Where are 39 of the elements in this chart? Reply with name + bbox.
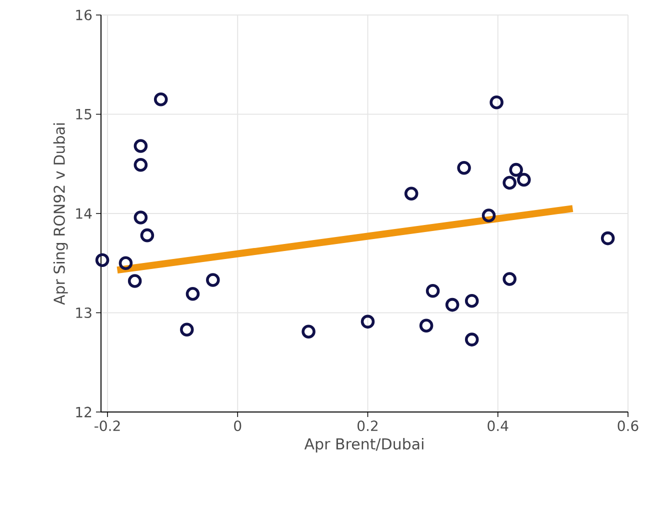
point — [134, 210, 148, 224]
y-tick-label: 14 — [76, 208, 92, 219]
point — [502, 176, 516, 190]
point — [490, 95, 504, 110]
x-axis-title: Apr Brent/Dubai — [304, 438, 424, 452]
y-tick-label: 13 — [76, 307, 92, 318]
point — [360, 314, 375, 329]
point — [419, 318, 434, 333]
y-tick-label: 16 — [76, 10, 92, 20]
point — [128, 274, 142, 288]
x-tick-label: 0.2 — [358, 420, 378, 432]
y-tick-label: 15 — [76, 109, 92, 120]
x-tick-label: -0.2 — [94, 420, 120, 432]
point — [502, 272, 516, 286]
x-tick-label: 0.4 — [488, 420, 508, 432]
point — [302, 324, 316, 338]
point — [457, 160, 471, 175]
y-axis-title: Apr Sing RON92 v Dubai — [53, 123, 68, 305]
point — [206, 273, 220, 287]
point — [482, 208, 496, 222]
point — [140, 228, 154, 242]
point — [445, 298, 460, 312]
point — [154, 92, 168, 106]
point — [464, 294, 479, 308]
x-tick-label: 0.6 — [618, 420, 638, 432]
point — [464, 332, 479, 346]
point — [134, 139, 148, 153]
point — [509, 162, 523, 177]
y-tick-label: 12 — [76, 406, 92, 418]
point — [426, 284, 440, 298]
point — [600, 231, 615, 246]
x-tick-label: 0 — [234, 420, 242, 432]
point — [404, 186, 418, 201]
point — [118, 256, 133, 270]
point — [517, 172, 531, 187]
point — [180, 322, 194, 337]
point — [134, 158, 148, 172]
point — [95, 253, 110, 268]
point — [186, 286, 200, 301]
